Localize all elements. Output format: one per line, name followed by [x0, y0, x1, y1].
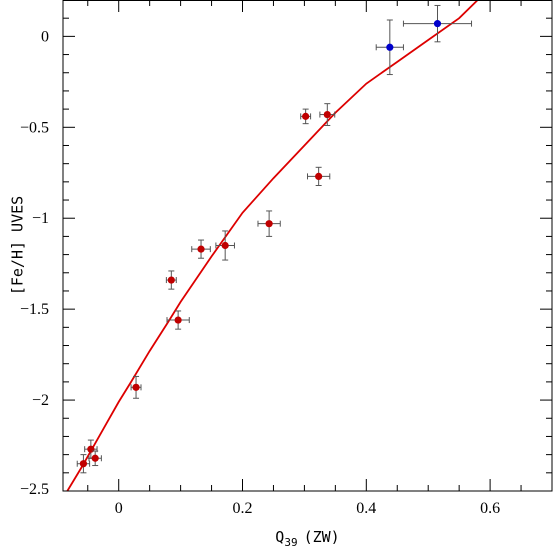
data-point	[91, 454, 99, 462]
x-axis-label-main: Q	[275, 528, 284, 546]
data-point	[302, 112, 310, 120]
data-point-group	[165, 270, 177, 290]
y-tick-label: 0	[41, 28, 49, 45]
tick-marks-layer	[63, 0, 553, 492]
x-tick-label: 0.2	[233, 500, 253, 517]
data-point	[132, 383, 140, 391]
data-point	[174, 316, 182, 324]
data-point	[197, 245, 205, 253]
x-axis-label: Q39 (ZW)	[275, 528, 339, 546]
data-point-group	[191, 239, 211, 259]
data-point	[167, 276, 175, 284]
x-axis-label-subscript: 39	[284, 536, 297, 546]
data-point-group	[166, 310, 190, 330]
x-tick-label: 0.6	[480, 500, 500, 517]
data-point-group	[257, 210, 281, 237]
data-point-group	[76, 454, 91, 474]
data-point	[87, 445, 95, 453]
fit-line-layer	[66, 0, 479, 491]
data-point	[79, 460, 88, 468]
y-axis-label: [Fe/H] UVES	[9, 196, 27, 295]
y-tick-label: −2.5	[20, 481, 49, 498]
data-point	[433, 20, 442, 28]
data-point-group	[88, 450, 102, 467]
data-point	[265, 220, 273, 228]
data-point-group	[215, 230, 235, 261]
data-point	[386, 43, 394, 51]
data-points-layer	[76, 4, 473, 474]
data-point-group	[319, 103, 336, 126]
data-point-group	[300, 108, 312, 125]
y-tick-label: −0.5	[20, 119, 49, 136]
y-tick-label: −2	[32, 392, 49, 409]
y-tick-label: −1.5	[20, 301, 49, 318]
x-tick-label: 0	[115, 500, 123, 517]
data-point-group	[375, 19, 404, 76]
data-point-group	[130, 375, 142, 399]
fit-line	[66, 0, 479, 491]
data-point	[221, 241, 229, 250]
tick-labels-layer: 0 0.2 0.4 0.6 0 −0.5 −1 −1.5 −2 −2.5	[20, 28, 500, 517]
data-point	[323, 110, 331, 119]
x-tick-label: 0.4	[356, 500, 376, 517]
x-axis-label-suffix: (ZW)	[304, 528, 340, 546]
data-point-group	[307, 166, 331, 186]
data-point-group	[402, 4, 473, 43]
data-point	[315, 172, 323, 180]
y-tick-label: −1	[32, 210, 49, 227]
plot-frame	[62, 0, 553, 492]
